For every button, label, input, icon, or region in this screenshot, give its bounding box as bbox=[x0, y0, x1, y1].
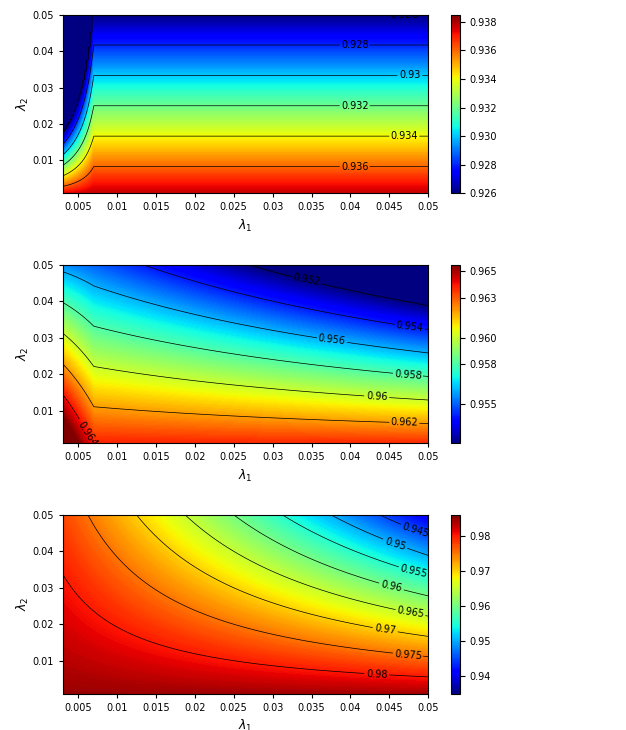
X-axis label: $\lambda_1$: $\lambda_1$ bbox=[238, 468, 253, 484]
Text: 0.932: 0.932 bbox=[341, 101, 369, 111]
Text: 0.96: 0.96 bbox=[366, 391, 387, 402]
Text: 0.95: 0.95 bbox=[383, 536, 407, 552]
Text: 0.958: 0.958 bbox=[394, 369, 422, 380]
Y-axis label: $\lambda_2$: $\lambda_2$ bbox=[14, 96, 31, 111]
Text: 0.93: 0.93 bbox=[399, 70, 421, 80]
Text: 0.945: 0.945 bbox=[401, 521, 430, 539]
Text: 0.98: 0.98 bbox=[366, 669, 387, 680]
Text: 0.97: 0.97 bbox=[374, 623, 396, 636]
Text: 0.926: 0.926 bbox=[391, 9, 418, 20]
Text: 0.934: 0.934 bbox=[391, 131, 418, 141]
Text: 0.952: 0.952 bbox=[292, 272, 322, 288]
Text: 0.975: 0.975 bbox=[394, 648, 422, 661]
Text: 0.955: 0.955 bbox=[399, 564, 428, 580]
Text: 0.96: 0.96 bbox=[380, 580, 403, 593]
Text: 0.964: 0.964 bbox=[76, 420, 100, 449]
Text: 0.965: 0.965 bbox=[396, 606, 425, 620]
Text: 0.954: 0.954 bbox=[396, 320, 424, 334]
Text: 0.936: 0.936 bbox=[341, 161, 369, 172]
X-axis label: $\lambda_1$: $\lambda_1$ bbox=[238, 718, 253, 730]
Text: 0.928: 0.928 bbox=[341, 40, 369, 50]
Y-axis label: $\lambda_2$: $\lambda_2$ bbox=[14, 347, 31, 361]
Text: 0.956: 0.956 bbox=[317, 334, 346, 347]
Y-axis label: $\lambda_2$: $\lambda_2$ bbox=[14, 597, 31, 612]
Text: 0.962: 0.962 bbox=[391, 418, 418, 428]
X-axis label: $\lambda_1$: $\lambda_1$ bbox=[238, 218, 253, 234]
